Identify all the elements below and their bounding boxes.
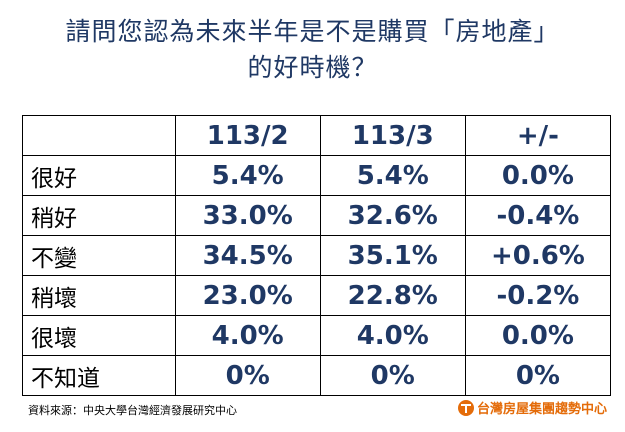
table-cell: +0.6% bbox=[464, 235, 612, 276]
table-cell: 35.1% bbox=[319, 235, 466, 276]
table-cell: 5.4% bbox=[319, 155, 466, 196]
table-cell: 0% bbox=[319, 355, 466, 396]
column-header: 113/2 bbox=[174, 115, 321, 156]
column-header: +/- bbox=[464, 115, 612, 156]
table-cell: 0% bbox=[464, 355, 612, 396]
title-line-2: 的好時機？ bbox=[247, 53, 378, 82]
row-label: 稍好 bbox=[22, 195, 176, 236]
row-label: 很好 bbox=[22, 155, 176, 196]
row-label: 很壞 bbox=[22, 315, 176, 356]
table-cell: 5.4% bbox=[174, 155, 321, 196]
table-cell: 4.0% bbox=[319, 315, 466, 356]
brand-logo: 台灣房屋集團趨勢中心 bbox=[457, 398, 607, 417]
column-header: 113/3 bbox=[319, 115, 466, 156]
corner-cell bbox=[22, 115, 176, 156]
table-row: 很壞 4.0% 4.0% 0.0% bbox=[22, 315, 612, 356]
table-cell: 34.5% bbox=[174, 235, 321, 276]
row-label: 稍壞 bbox=[22, 275, 176, 316]
table-cell: 22.8% bbox=[319, 275, 466, 316]
table-cell: 33.0% bbox=[174, 195, 321, 236]
table-header-row: 113/2 113/3 +/- bbox=[22, 115, 612, 156]
table-cell: 23.0% bbox=[174, 275, 321, 316]
table-cell: 0.0% bbox=[464, 155, 612, 196]
row-label: 不變 bbox=[22, 235, 176, 276]
table-cell: -0.4% bbox=[464, 195, 612, 236]
table-cell: 0.0% bbox=[464, 315, 612, 356]
source-note: 資料來源：中央大學台灣經濟發展研究中心 bbox=[28, 404, 237, 417]
table-cell: 32.6% bbox=[319, 195, 466, 236]
table-row: 不知道 0% 0% 0% bbox=[22, 355, 612, 396]
row-label: 不知道 bbox=[22, 355, 176, 396]
house-t-logo-icon bbox=[457, 399, 474, 416]
table-cell: 0% bbox=[174, 355, 321, 396]
page-title: 請問您認為未來半年是不是購買「房地產」 的好時機？ bbox=[0, 14, 625, 86]
table-row: 不變 34.5% 35.1% +0.6% bbox=[22, 235, 612, 276]
table-cell: 4.0% bbox=[174, 315, 321, 356]
survey-table: 113/2 113/3 +/- 很好 5.4% 5.4% 0.0% 稍好 33.… bbox=[22, 115, 612, 396]
table-row: 很好 5.4% 5.4% 0.0% bbox=[22, 155, 612, 196]
table-cell: -0.2% bbox=[464, 275, 612, 316]
logo-text: 台灣房屋集團趨勢中心 bbox=[476, 402, 607, 417]
table-row: 稍壞 23.0% 22.8% -0.2% bbox=[22, 275, 612, 316]
title-line-1: 請問您認為未來半年是不是購買「房地產」 bbox=[65, 17, 560, 46]
table-row: 稍好 33.0% 32.6% -0.4% bbox=[22, 195, 612, 236]
